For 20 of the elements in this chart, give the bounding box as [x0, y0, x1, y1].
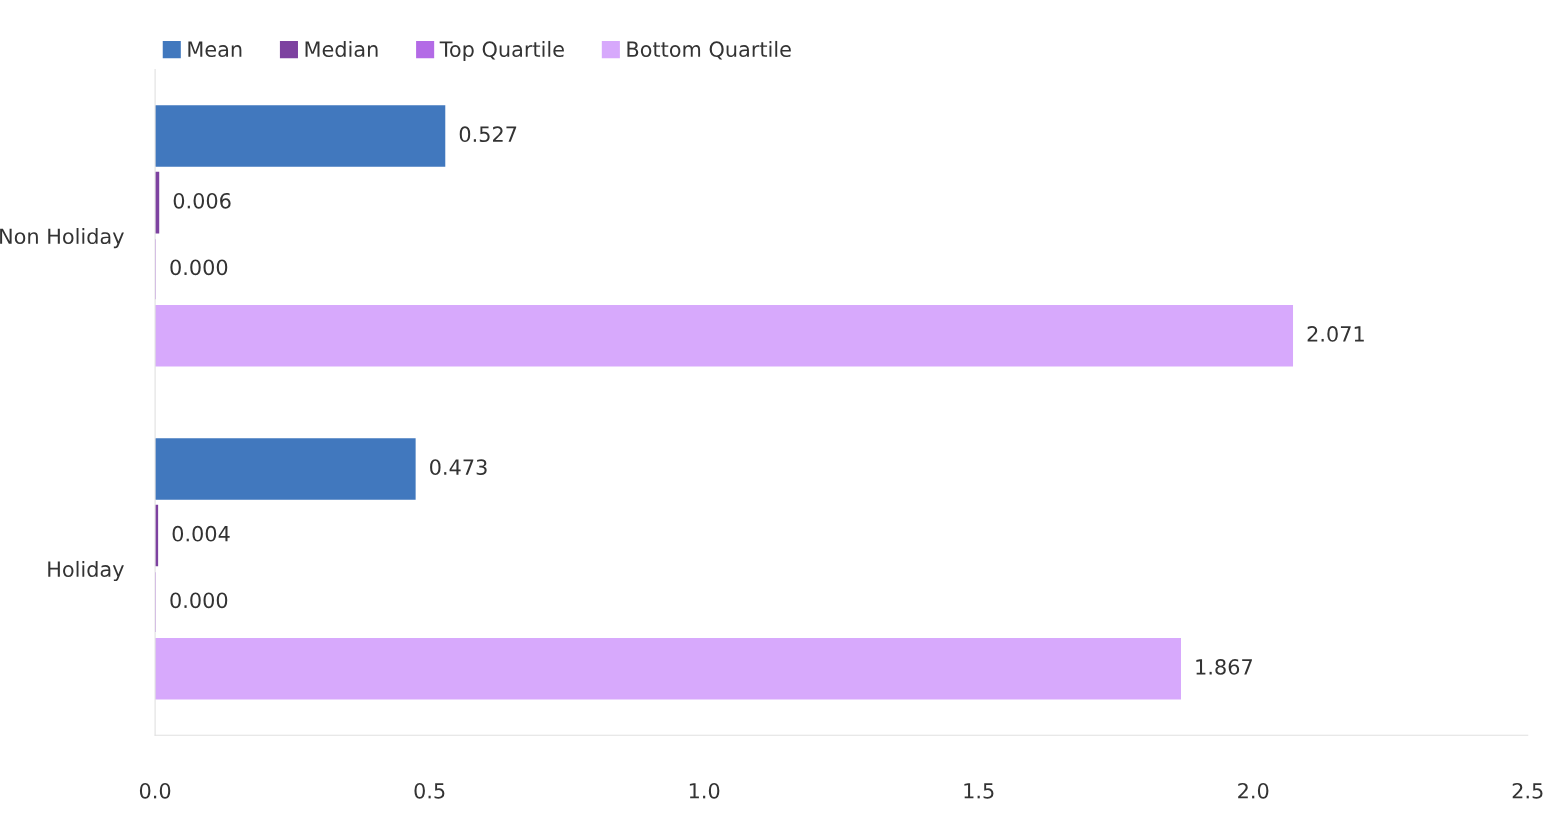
legend-label: Mean — [188, 41, 242, 58]
data-label: 0.527 — [459, 126, 517, 143]
legend-label: Median — [305, 40, 378, 58]
data-label: 0.006 — [173, 192, 231, 209]
x-tick-label: 0.5 — [414, 782, 445, 799]
y-tick-label: Non Holiday — [0, 227, 124, 249]
data-label: 0.004 — [172, 525, 230, 542]
legend-label: Top Quartile — [439, 40, 564, 62]
x-tick-label: 1.5 — [964, 783, 994, 799]
x-tick-label: 0.0 — [139, 782, 171, 799]
legend-label: Bottom Quartile — [627, 40, 791, 60]
data-label: 0.000 — [170, 592, 228, 609]
y-tick-label: Holiday — [48, 560, 124, 582]
x-tick-label: 2.0 — [1238, 782, 1269, 799]
x-tick-label: 1.0 — [689, 782, 720, 799]
data-label: 0.000 — [170, 259, 228, 276]
x-tick-label: 2.5 — [1512, 782, 1543, 799]
data-label: 2.071 — [1307, 326, 1364, 342]
data-label: 0.473 — [430, 459, 487, 475]
data-label: 1.867 — [1196, 659, 1252, 675]
